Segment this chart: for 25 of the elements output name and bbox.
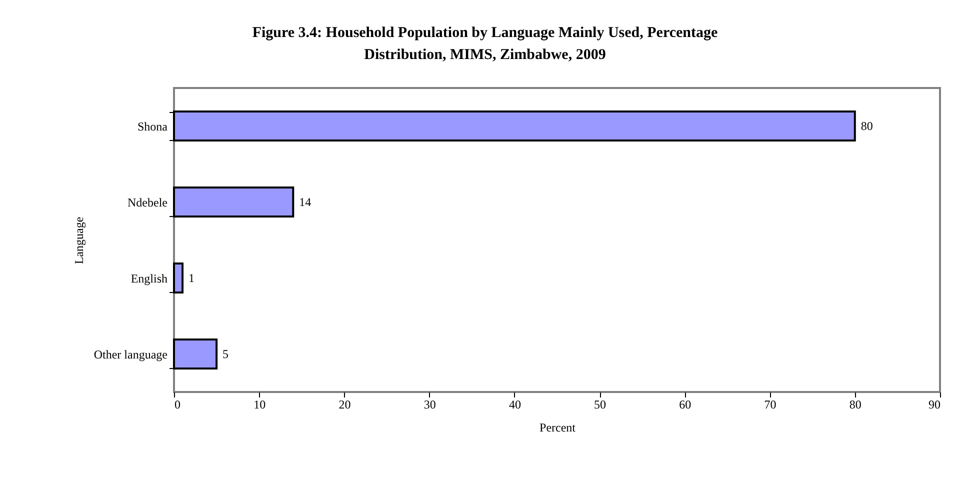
data-label: 14 (299, 195, 312, 209)
x-tick-label: 30 (424, 398, 436, 412)
y-tick-label: English (130, 272, 168, 286)
x-tick-label: 10 (254, 398, 266, 412)
x-tick-label: 60 (679, 398, 692, 412)
x-tick-label: 50 (594, 398, 606, 412)
data-label: 1 (188, 271, 195, 285)
x-tick-label: 70 (764, 398, 776, 412)
y-tick-label: Shona (138, 120, 168, 134)
x-tick-label: 0 (174, 398, 180, 412)
bar (173, 186, 294, 218)
y-tick-label: Ndebele (128, 196, 168, 210)
data-label: 80 (860, 119, 873, 133)
x-axis-title: Percent (540, 420, 576, 434)
x-tick-label: 80 (849, 398, 862, 412)
data-label: 5 (222, 347, 229, 361)
chart-title: Figure 3.4: Household Population by Language Mainly Used, Percentage Distribution, MIMS, Zimbabwe, 2009 (252, 25, 718, 63)
x-tick-label: 90 (928, 398, 940, 412)
bar (173, 262, 184, 294)
x-tick-label: 20 (338, 398, 351, 412)
bar (173, 110, 856, 142)
y-tick-label: Other language (94, 348, 168, 362)
y-axis-title: Language (72, 216, 86, 264)
bar (173, 338, 218, 370)
x-tick-label: 40 (508, 398, 521, 412)
